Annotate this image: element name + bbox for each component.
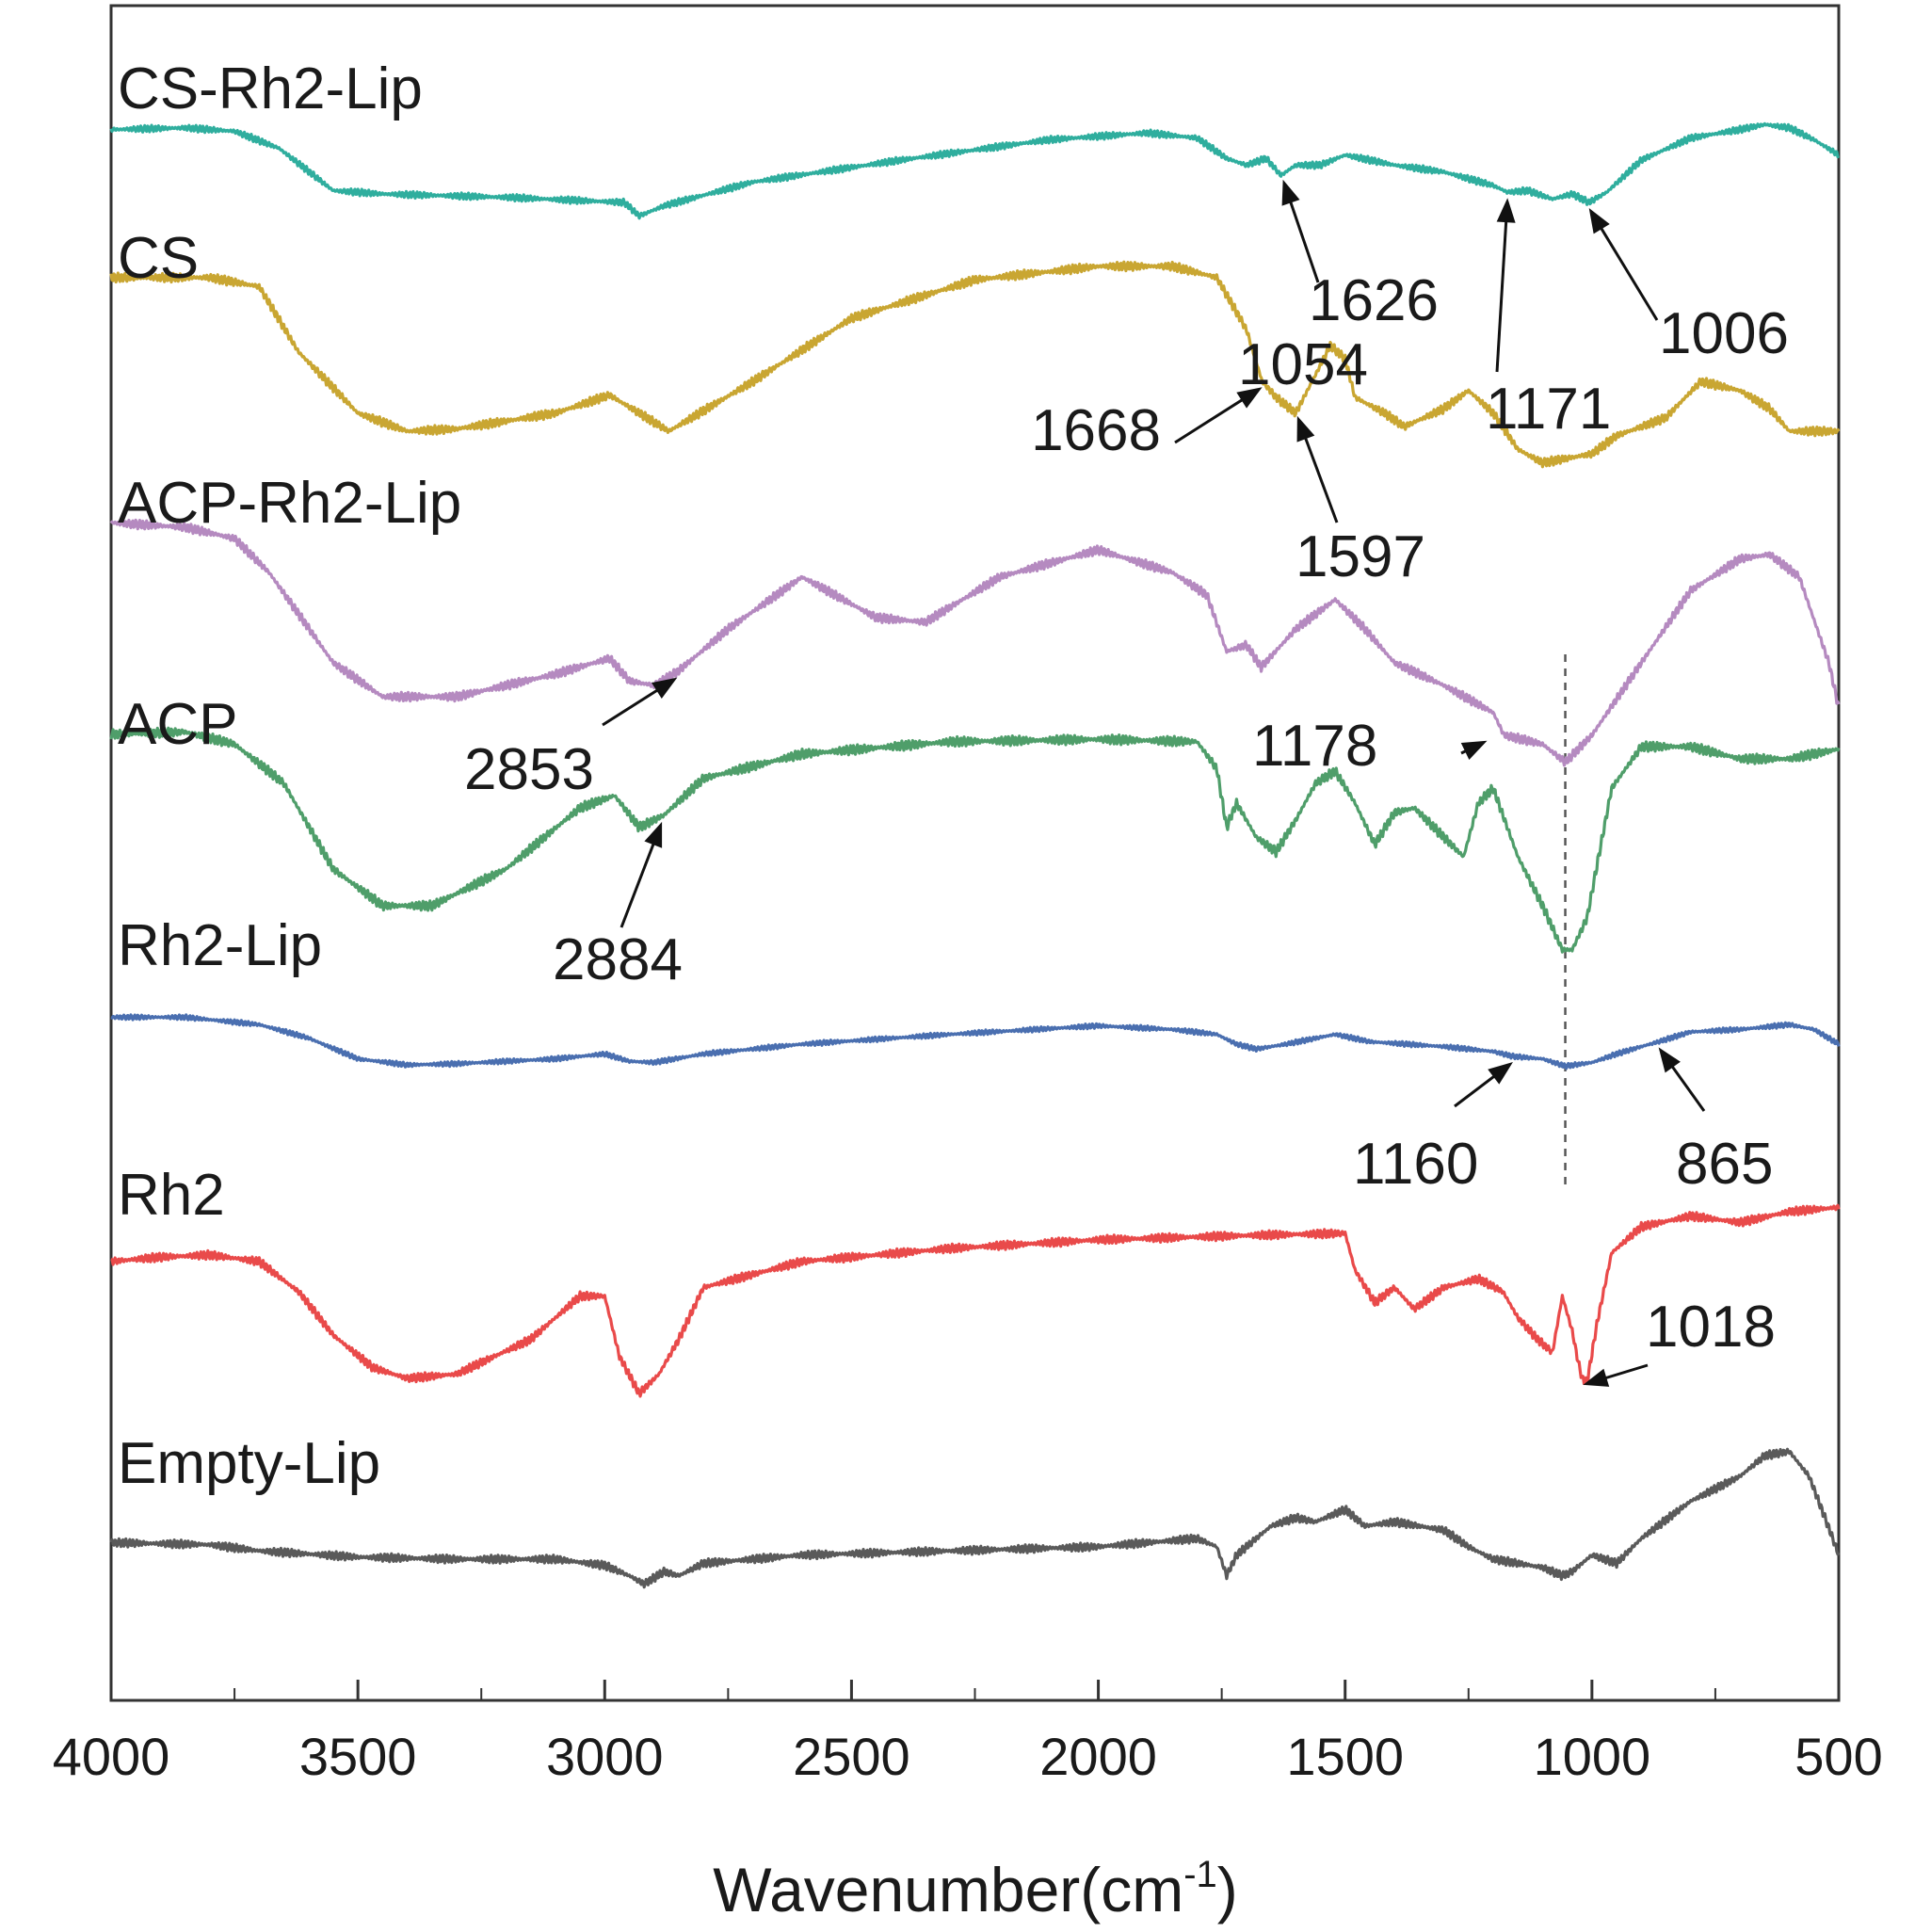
- peak-label: 865: [1676, 1132, 1773, 1197]
- peak-label: 1160: [1353, 1132, 1478, 1197]
- x-tick-label: 3000: [546, 1727, 664, 1786]
- x-tick-label: 1000: [1534, 1727, 1651, 1786]
- annotation-arrowhead: [652, 677, 678, 699]
- series-label: CS: [118, 226, 199, 291]
- trace-cs-rh2-lip: [109, 121, 1840, 220]
- trace-rh2: [110, 1203, 1841, 1398]
- annotation-arrowhead: [1236, 387, 1263, 409]
- series-label: ACP: [118, 692, 237, 757]
- x-tick-label: 4000: [53, 1727, 170, 1786]
- series-label: CS-Rh2-Lip: [118, 56, 423, 121]
- series-labels: CS-Rh2-Lip CS ACP-Rh2-Lip ACP Rh2-Lip Rh2 Empt…: [118, 56, 461, 1496]
- peak-annotations: 1626 1171 1006 1668 1597 1054 2853 1178 2884 1160…: [464, 179, 1789, 1387]
- peak-label: 1597: [1295, 524, 1425, 589]
- annotation-arrow: [1174, 391, 1255, 444]
- annotation-arrowhead: [1281, 179, 1300, 206]
- series-label: Rh2-Lip: [118, 913, 322, 978]
- peak-label: 1018: [1646, 1295, 1776, 1360]
- annotation-arrowhead: [644, 821, 663, 848]
- annotation-arrowhead: [1488, 1062, 1513, 1085]
- annotation-arrowhead: [1658, 1047, 1681, 1073]
- peak-label: 2884: [553, 927, 683, 992]
- peak-label: 1054: [1238, 332, 1368, 397]
- peak-label: 1006: [1659, 301, 1789, 366]
- annotation-arrow: [1592, 215, 1659, 321]
- annotation-arrow: [1298, 424, 1339, 523]
- major-ticks: [109, 1680, 1841, 1700]
- x-tick-label: 2500: [793, 1727, 910, 1786]
- annotation-arrow: [620, 829, 660, 928]
- annotation-arrow: [1284, 187, 1320, 283]
- annotation-arrowhead: [1583, 1368, 1610, 1387]
- x-tick-labels: 4000 3500 3000 2500 2000 1500 1000 500: [53, 1727, 1883, 1786]
- annotation-arrow: [1495, 207, 1509, 373]
- peak-label: 1668: [1031, 398, 1161, 463]
- trace-acp: [109, 726, 1841, 954]
- spectra-traces: [109, 121, 1841, 1589]
- annotation-arrowhead: [1588, 208, 1610, 234]
- trace-cs: [109, 260, 1841, 469]
- x-tick-label: 2000: [1039, 1727, 1157, 1786]
- x-tick-label: 500: [1794, 1727, 1882, 1786]
- x-axis-label: Wavenumber(cm-1): [713, 1854, 1238, 1924]
- trace-acp-rh2-lip: [109, 518, 1841, 767]
- minor-ticks: [233, 1688, 1716, 1700]
- trace-empty-lip: [109, 1447, 1841, 1589]
- series-label: Empty-Lip: [118, 1431, 380, 1496]
- series-label: ACP-Rh2-Lip: [118, 471, 461, 536]
- annotation-arrowhead: [1496, 198, 1516, 223]
- peak-label: 2853: [464, 737, 594, 802]
- x-tick-label: 3500: [299, 1727, 417, 1786]
- peak-label: 1178: [1252, 714, 1377, 779]
- series-label: Rh2: [118, 1163, 225, 1228]
- peak-label: 1626: [1309, 268, 1439, 333]
- peak-label: 1171: [1486, 377, 1611, 442]
- annotation-arrowhead: [1296, 415, 1315, 443]
- x-tick-label: 1500: [1286, 1727, 1404, 1786]
- annotation-arrowhead: [1460, 740, 1488, 761]
- trace-rh2-lip: [110, 1013, 1841, 1071]
